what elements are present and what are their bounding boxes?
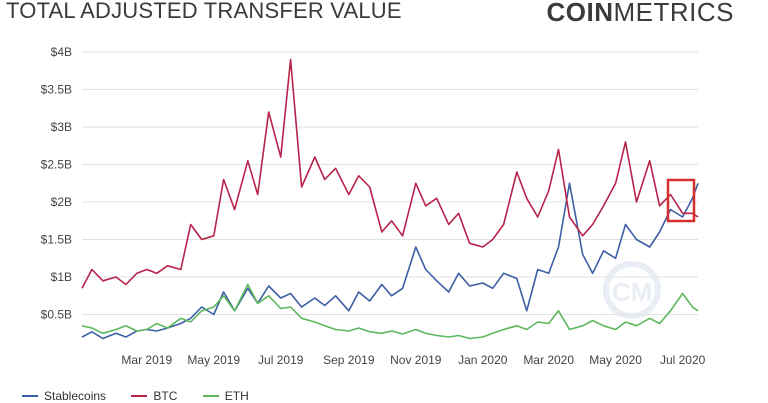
legend: Stablecoins BTC ETH (22, 386, 271, 403)
legend-swatch-btc (131, 395, 148, 397)
cm-watermark: CM (603, 261, 661, 319)
y-tick-label-3: $2B (51, 195, 72, 209)
brand-light-text: METRICS (613, 0, 734, 27)
x-tick-label-4: Nov 2019 (390, 353, 442, 367)
legend-item-eth: ETH (202, 389, 249, 403)
y-tick-label-5: $3B (51, 120, 72, 134)
legend-item-btc: BTC (131, 389, 177, 403)
x-tick-label-7: May 2020 (589, 353, 642, 367)
series-line-stablecoins (81, 182, 699, 340)
legend-item-stablecoins: Stablecoins (22, 389, 106, 403)
series-line-btc (81, 58, 699, 289)
y-gridlines (82, 51, 698, 315)
x-tick-label-3: Sep 2019 (323, 353, 375, 367)
svg-text:CM: CM (612, 277, 652, 307)
x-tick-label-0: Mar 2019 (121, 353, 172, 367)
legend-label-eth: ETH (224, 389, 249, 403)
x-tick-label-1: May 2019 (187, 353, 240, 367)
y-axis-labels: $0.5B $1B $1.5B $2B $2.5B $3B $3.5B $4B (41, 45, 72, 322)
coinmetrics-logo: COINMETRICS (547, 0, 735, 28)
brand-bold-text: COIN (546, 0, 614, 27)
y-tick-label-2: $1.5B (41, 233, 72, 247)
y-tick-label-0: $0.5B (41, 308, 72, 322)
series-line-eth (81, 283, 699, 340)
y-tick-label-6: $3.5B (41, 83, 72, 97)
x-tick-label-2: Jul 2019 (258, 353, 304, 367)
highlight-box (666, 178, 696, 223)
y-tick-label-4: $2.5B (41, 158, 72, 172)
legend-swatch-eth (202, 395, 219, 397)
legend-label-btc: BTC (153, 389, 178, 403)
chart-title: TOTAL ADJUSTED TRANSFER VALUE (6, 0, 402, 23)
x-tick-label-6: Mar 2020 (523, 353, 574, 367)
y-tick-label-1: $1B (51, 270, 72, 284)
y-tick-label-7: $4B (51, 45, 72, 59)
x-tick-label-8: Jul 2020 (660, 353, 706, 367)
legend-swatch-stablecoins (22, 395, 38, 397)
x-axis-labels: Mar 2019 May 2019 Jul 2019 Sep 2019 Nov 2019… (121, 353, 705, 367)
legend-label-stablecoins: Stablecoins (44, 389, 107, 403)
series-lines (81, 58, 699, 340)
x-tick-label-5: Jan 2020 (458, 353, 508, 367)
